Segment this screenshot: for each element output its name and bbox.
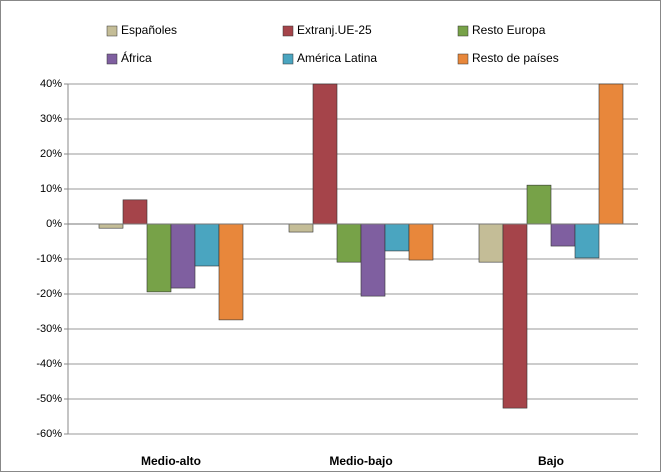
legend-swatch — [106, 25, 118, 37]
bar — [336, 223, 362, 263]
x-tick-label: Medio-alto — [141, 454, 201, 468]
legend-swatch — [457, 25, 469, 37]
bar — [122, 199, 148, 225]
y-tick-label: -40% — [36, 358, 62, 370]
bar — [384, 223, 410, 252]
y-tick-label: -30% — [36, 323, 62, 335]
legend-swatch — [457, 53, 469, 65]
y-tick-label: 20% — [40, 148, 62, 160]
bar — [574, 223, 600, 259]
bar — [312, 83, 338, 225]
legend-label: América Latina — [297, 51, 377, 65]
bar — [218, 223, 244, 321]
bar — [408, 223, 434, 261]
bar — [502, 223, 528, 409]
y-tick-label: -50% — [36, 393, 62, 405]
y-tick-label: 10% — [40, 183, 62, 195]
y-tick-label: 30% — [40, 113, 62, 125]
bar — [146, 223, 172, 293]
bar — [550, 223, 576, 247]
legend-label: Extranj.UE-25 — [297, 23, 372, 37]
bar — [478, 223, 504, 263]
y-tick-label: -20% — [36, 288, 62, 300]
legend-label: Españoles — [121, 23, 177, 37]
bar — [170, 223, 196, 289]
bar — [194, 223, 220, 267]
bar — [526, 184, 552, 225]
legend-swatch — [282, 25, 294, 37]
legend-swatch — [282, 53, 294, 65]
y-tick-label: -10% — [36, 253, 62, 265]
y-tick-label: 40% — [40, 78, 62, 90]
legend-label: África — [121, 50, 152, 65]
legend-swatch — [106, 53, 118, 65]
legend-label: Resto de países — [472, 51, 559, 65]
bar — [288, 223, 314, 233]
x-tick-label: Medio-bajo — [329, 454, 392, 468]
bar — [598, 83, 624, 225]
x-tick-label: Bajo — [538, 454, 564, 468]
y-tick-label: -60% — [36, 428, 62, 440]
bar — [360, 223, 386, 297]
bar — [98, 223, 124, 229]
legend-label: Resto Europa — [472, 23, 546, 37]
y-tick-label: 0% — [46, 218, 62, 230]
